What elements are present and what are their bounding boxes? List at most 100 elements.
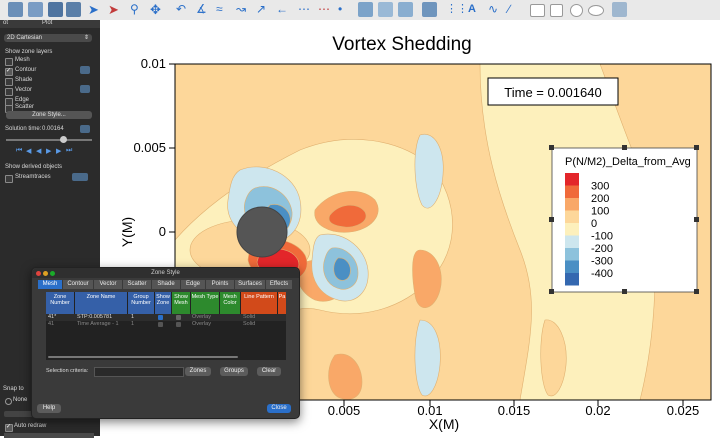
- seed-icon[interactable]: ⋯: [318, 2, 330, 16]
- show-zone-checkbox[interactable]: [158, 322, 163, 327]
- legend-handle[interactable]: [694, 289, 699, 294]
- first-frame-icon[interactable]: ⏮: [16, 147, 23, 154]
- clear-button[interactable]: Clear: [257, 367, 281, 376]
- next-frame-icon[interactable]: ▶: [56, 148, 62, 155]
- sidebar-tab-prefix[interactable]: ot: [3, 20, 9, 26]
- time-slider-track[interactable]: [6, 139, 92, 141]
- rake-icon[interactable]: ⋯: [298, 2, 310, 16]
- col-mesh-color[interactable]: Mesh Color: [220, 292, 240, 314]
- tab-edge[interactable]: Edge: [181, 280, 205, 289]
- circle-icon[interactable]: [570, 4, 583, 17]
- contour-details-button[interactable]: [80, 66, 90, 74]
- line-pattern-cell[interactable]: Solid: [243, 314, 256, 320]
- wave-icon[interactable]: ∿: [488, 2, 499, 16]
- zone-style-button[interactable]: Zone Style...: [6, 111, 92, 119]
- tab-effects[interactable]: Effects: [266, 280, 292, 289]
- streamtraces-checkbox[interactable]: [5, 175, 13, 183]
- extract-icon[interactable]: •: [338, 2, 343, 16]
- legend-handle[interactable]: [694, 217, 699, 222]
- close-window-icon[interactable]: [36, 271, 41, 276]
- legend-handle[interactable]: [549, 145, 554, 150]
- auto-redraw-checkbox[interactable]: ✓: [5, 424, 13, 432]
- mesh-plot-icon[interactable]: [378, 2, 393, 17]
- show-zone-checkbox[interactable]: [158, 315, 163, 320]
- col-group-number[interactable]: Group Number: [128, 292, 154, 314]
- time-slider-thumb[interactable]: [60, 136, 67, 143]
- rotate-icon[interactable]: ↶: [176, 2, 187, 16]
- col-pattern-length[interactable]: Pa: [278, 292, 286, 314]
- legend-handle[interactable]: [622, 145, 627, 150]
- print-icon[interactable]: [66, 2, 81, 17]
- legend-handle[interactable]: [694, 145, 699, 150]
- polyline-icon[interactable]: ∕: [508, 2, 511, 16]
- last-frame-icon[interactable]: ⏭: [66, 147, 73, 154]
- legend[interactable]: P(N/M2)_Delta_from_Avg 3002001000-100-20…: [549, 145, 699, 294]
- previous-frame-icon[interactable]: ◀: [26, 148, 32, 155]
- contour-plot-icon[interactable]: [358, 2, 373, 17]
- tab-points[interactable]: Points: [206, 280, 234, 289]
- contour-checkbox[interactable]: ✓: [5, 68, 13, 76]
- vector-plot-icon[interactable]: [398, 2, 413, 17]
- label-icon[interactable]: ⋮⋮: [446, 3, 468, 15]
- time-annotation-box[interactable]: [487, 77, 619, 106]
- selection-criteria-field[interactable]: [94, 367, 184, 377]
- col-line-pattern[interactable]: Line Pattern: [241, 292, 277, 314]
- plot-type-select[interactable]: 2D Cartesian ⇕: [4, 34, 92, 42]
- help-button[interactable]: Help: [37, 404, 61, 413]
- maximize-window-icon[interactable]: [50, 271, 55, 276]
- mesh-type-cell[interactable]: Overlay: [192, 314, 211, 320]
- tab-surfaces[interactable]: Surfaces: [235, 280, 265, 289]
- tab-contour[interactable]: Contour: [63, 280, 93, 289]
- slice-icon[interactable]: ↗: [256, 2, 267, 16]
- text-icon[interactable]: A: [468, 3, 476, 15]
- probe-icon[interactable]: ∡: [196, 2, 207, 16]
- legend-handle[interactable]: [549, 217, 554, 222]
- zoom-icon[interactable]: ⚲: [130, 2, 139, 16]
- line-icon[interactable]: ←: [276, 2, 288, 16]
- ellipse-icon[interactable]: [588, 5, 604, 16]
- table-row[interactable]: 41 Time Average - 1 1 Overlay Solid: [46, 321, 286, 328]
- vector-details-button[interactable]: [80, 85, 90, 93]
- show-mesh-checkbox[interactable]: [176, 315, 181, 320]
- col-show-mesh[interactable]: Show Mesh: [172, 292, 190, 314]
- vector-checkbox[interactable]: [5, 88, 13, 96]
- square-icon[interactable]: [550, 4, 563, 17]
- tab-shade[interactable]: Shade: [152, 280, 180, 289]
- select-arrow-icon[interactable]: ➤: [88, 2, 99, 17]
- line-pattern-cell[interactable]: Solid: [243, 321, 256, 327]
- col-show-zone[interactable]: Show Zone: [155, 292, 171, 314]
- play-reverse-icon[interactable]: ◀: [36, 148, 42, 155]
- col-mesh-type[interactable]: Mesh Type: [191, 292, 219, 314]
- contour-add-icon[interactable]: ≈: [216, 2, 223, 16]
- frame-icon[interactable]: [612, 2, 627, 17]
- grid-icon[interactable]: [422, 2, 437, 17]
- plot-canvas[interactable]: 0.005 0.01 0.015 0.02 0.025 0.01 0.005 0…: [100, 20, 720, 436]
- dialog-title-bar[interactable]: Zone Style: [32, 268, 299, 278]
- tab-mesh[interactable]: Mesh: [38, 280, 62, 289]
- close-button[interactable]: Close: [267, 404, 291, 413]
- streamtrace-icon[interactable]: ↝: [236, 2, 247, 16]
- open-icon[interactable]: [28, 2, 43, 17]
- table-row[interactable]: 41* STP:0.005781 1 Overlay Solid: [46, 314, 286, 321]
- sidebar-tab-plot[interactable]: Plot: [42, 20, 53, 26]
- adjust-arrow-icon[interactable]: ➤: [108, 2, 119, 17]
- streamtraces-details-button[interactable]: [72, 173, 88, 181]
- solution-time-button[interactable]: [80, 125, 90, 133]
- shade-checkbox[interactable]: [5, 78, 13, 86]
- legend-handle[interactable]: [549, 289, 554, 294]
- tab-vector[interactable]: Vector: [94, 280, 122, 289]
- table-scrollbar[interactable]: [48, 356, 238, 358]
- show-mesh-checkbox[interactable]: [176, 322, 181, 327]
- rectangle-icon[interactable]: [530, 4, 545, 17]
- groups-button[interactable]: Groups: [220, 367, 248, 376]
- mesh-checkbox[interactable]: [5, 58, 13, 66]
- legend-handle[interactable]: [622, 289, 627, 294]
- mesh-type-cell[interactable]: Overlay: [192, 321, 211, 327]
- play-icon[interactable]: ▶: [46, 148, 52, 155]
- col-zone-number[interactable]: Zone Number: [46, 292, 74, 314]
- snap-none-radio[interactable]: [5, 398, 12, 405]
- col-zone-name[interactable]: Zone Name: [75, 292, 127, 314]
- new-icon[interactable]: [8, 2, 23, 17]
- translate-icon[interactable]: ✥: [150, 2, 161, 17]
- tab-scatter[interactable]: Scatter: [123, 280, 151, 289]
